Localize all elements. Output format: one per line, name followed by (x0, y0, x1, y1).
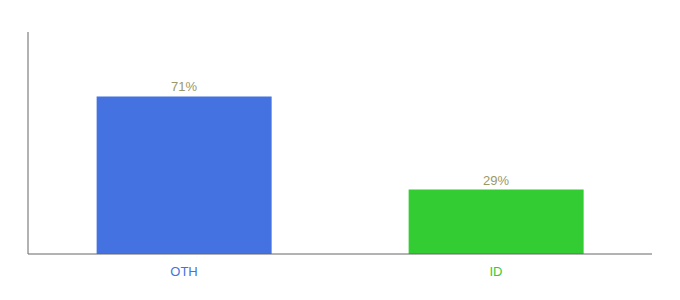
svg-text:71%: 71% (171, 79, 197, 94)
svg-text:29%: 29% (483, 173, 509, 188)
svg-text:OTH: OTH (170, 264, 197, 279)
svg-text:ID: ID (490, 264, 503, 279)
